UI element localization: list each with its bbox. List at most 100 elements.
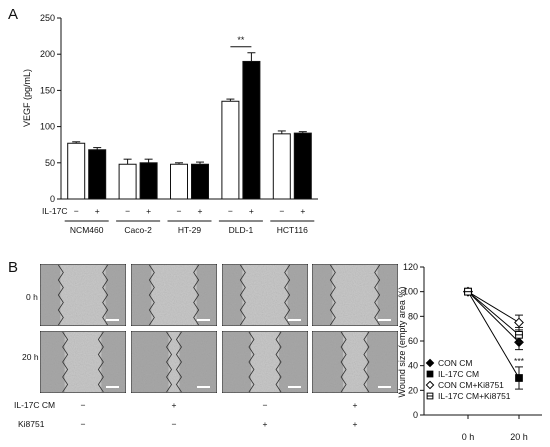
y-tick-label: 100: [40, 122, 55, 132]
legend-marker: [425, 358, 435, 368]
micrograph-row-label-20h: 20 h: [22, 352, 39, 362]
y-tick-label: 60: [408, 336, 418, 346]
legend-label: IL-17C CM+Ki8751: [438, 391, 511, 401]
cell-layer-left: [223, 265, 243, 325]
wound-edge-left: [239, 264, 246, 326]
cell-layer-right: [377, 265, 397, 325]
cell-layer-right: [287, 265, 307, 325]
cell-layer-left: [223, 332, 251, 392]
y-tick-label: 80: [408, 311, 418, 321]
wound-edge-left: [248, 331, 255, 393]
treatment-sign: +: [198, 206, 203, 216]
category-label: DLD-1: [229, 225, 254, 235]
treatment-sign: −: [125, 206, 130, 216]
cell-layer-right: [279, 332, 307, 392]
y-tick-label: 0: [50, 194, 55, 204]
category-label: HT-29: [178, 225, 201, 235]
y-tick-label: 0: [413, 410, 418, 420]
category-label: NCM460: [70, 225, 104, 235]
wound-edge-right: [284, 264, 291, 326]
treatment-sign: −: [74, 206, 79, 216]
x-tick-label: 0 h: [462, 432, 475, 442]
panel-b-line-chart: 0 20 40 60 80 100 120 0 h 20 h *** Wound size (e…: [397, 262, 542, 442]
bar-hct116-control: [272, 133, 291, 200]
micrograph-panel: [130, 330, 218, 394]
legend-label: CON CM+Ki8751: [438, 380, 504, 390]
bar-dld1-il17c: [242, 60, 261, 200]
panel-b-letter: B: [8, 259, 18, 276]
series-line: [467, 291, 520, 323]
data-point: [514, 317, 524, 328]
cell-layer-left: [132, 332, 169, 392]
treatment-sign: −: [279, 206, 284, 216]
legend-label: CON CM: [438, 358, 472, 368]
legend-label: IL-17C CM: [438, 369, 479, 379]
scale-bar: [288, 319, 301, 321]
legend-marker: [425, 380, 435, 390]
il17c-row-label: IL-17C: [42, 206, 68, 216]
cell-layer-left: [313, 265, 333, 325]
x-tick-label: 20 h: [510, 432, 528, 442]
micrograph-treatment-label-ki8751: Ki8751: [18, 419, 45, 429]
bar-chart-bars: [67, 52, 312, 200]
micrograph-treatment-sign: +: [263, 419, 268, 429]
cell-layer-left: [132, 265, 152, 325]
micrograph-panel: [311, 263, 399, 327]
y-tick-label: 40: [408, 361, 418, 371]
wound-edge-left: [148, 264, 155, 326]
series-line: [467, 291, 520, 343]
micrograph-treatment-label-il17c: IL-17C CM: [14, 400, 55, 410]
bar-hct116-il17c: [293, 132, 312, 200]
micrograph-panel: [221, 330, 309, 394]
micrograph-panel: [221, 263, 309, 327]
bar-caco2-control: [118, 163, 137, 200]
wound-edge-right: [193, 264, 200, 326]
cell-layer-right: [196, 265, 216, 325]
y-tick-label: 100: [403, 287, 418, 297]
bar-ncm460-control: [67, 142, 86, 200]
micrograph-treatment-sign: +: [172, 400, 177, 410]
wound-healing-micrographs: 0 h 20 h IL-17C CM Ki8751 − + − + − − + +: [14, 263, 399, 429]
scale-bar: [288, 386, 301, 388]
wound-edge-right: [275, 331, 282, 393]
wound-edge-left: [57, 264, 64, 326]
panel-a-letter: A: [8, 6, 18, 23]
wound-edge-left: [340, 331, 347, 393]
micrograph-treatment-sign: −: [81, 419, 86, 429]
category-label: HCT116: [277, 225, 308, 235]
bar-caco2-il17c: [139, 162, 158, 200]
wound-edge-right: [374, 264, 381, 326]
y-tick-label: 20: [408, 385, 418, 395]
cell-layer-right: [105, 265, 125, 325]
scale-bar: [378, 386, 391, 388]
micrograph-panel: [39, 263, 127, 327]
bar-chart-y-axis-label: VEGF (pg/mL): [22, 69, 32, 127]
treatment-sign: −: [228, 206, 233, 216]
series-line: [467, 291, 520, 379]
significance-label: **: [237, 35, 245, 45]
cell-layer-left: [41, 332, 65, 392]
y-tick-label: 50: [45, 158, 55, 168]
wound-edge-left: [62, 331, 69, 393]
bar-ht29-il17c: [191, 163, 209, 200]
series-line: [467, 291, 520, 336]
y-tick-label: 250: [40, 13, 55, 23]
legend-marker: [426, 370, 434, 378]
scale-bar: [106, 386, 119, 388]
scale-bar: [378, 319, 391, 321]
bar-chart-labels: − + NCM460 − + Caco-2 − + HT-29 − + DLD-1 ** − + HCT116: [64, 35, 315, 235]
cell-layer-right: [366, 332, 397, 392]
wound-edge-left: [329, 264, 336, 326]
wound-edge-right: [102, 264, 109, 326]
treatment-sign: +: [249, 206, 254, 216]
micrograph-treatment-sign: −: [263, 400, 268, 410]
micrograph-treatment-sign: +: [353, 419, 358, 429]
micrograph-panel: [311, 330, 399, 394]
y-tick-label: 150: [40, 85, 55, 95]
y-tick-label: 200: [40, 49, 55, 59]
category-label: Caco-2: [124, 225, 152, 235]
scale-bar: [106, 319, 119, 321]
cell-layer-right: [179, 332, 216, 392]
scale-bar: [197, 386, 210, 388]
